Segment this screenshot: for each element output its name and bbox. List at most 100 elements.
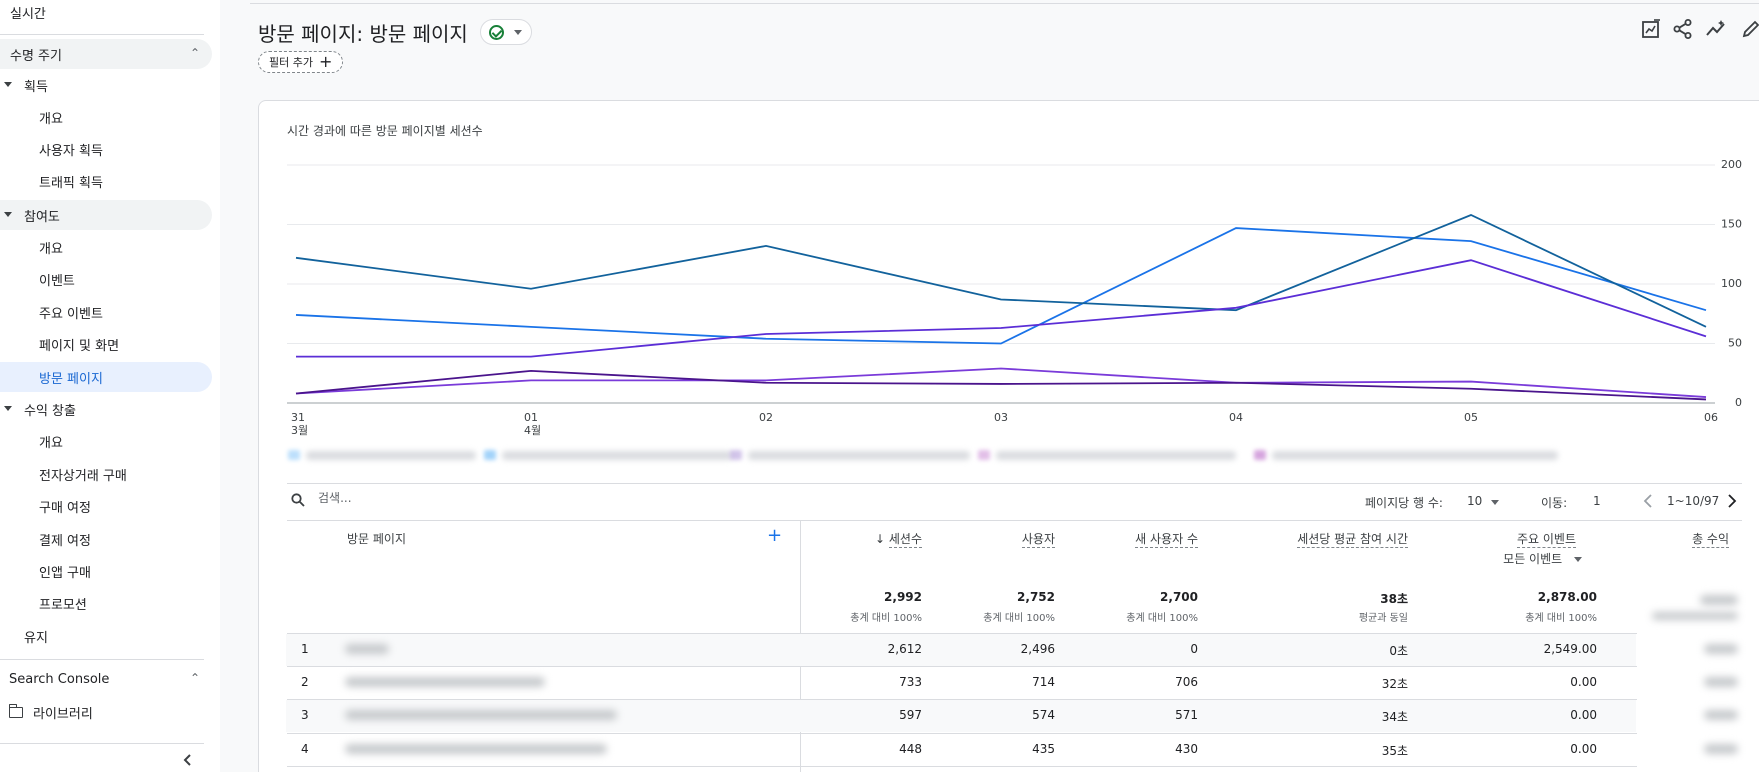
series-line-4[interactable] (295, 367, 1707, 398)
sidebar-item-pages-screens[interactable]: 페이지 및 화면 (0, 329, 212, 359)
sidebar-item-label: 사용자 획득 (39, 143, 103, 159)
sidebar-item-events[interactable]: 이벤트 (0, 264, 212, 294)
sidebar-item-acq-overview[interactable]: 개요 (0, 102, 212, 132)
column-header-label: 세션수 (888, 532, 922, 548)
sidebar-item-purchase-journey[interactable]: 구매 여정 (0, 491, 212, 521)
x-tick-sublabel: 3월 (291, 424, 308, 437)
cell-key-events: 0.00 (1570, 708, 1597, 722)
column-header-new-users[interactable]: 새 사용자 수 (1135, 530, 1198, 548)
cell-avg-engagement: 0초 (1389, 644, 1408, 658)
cell-users: 714 (1032, 675, 1055, 689)
sidebar-section-label: Search Console (9, 671, 110, 687)
collapse-sidebar-icon[interactable] (180, 752, 196, 768)
sidebar-item-library[interactable]: 라이브러리 (0, 697, 93, 727)
goto-label: 이동: (1541, 496, 1568, 510)
sidebar-item-label: 개요 (39, 111, 63, 127)
row-index: 3 (301, 708, 309, 722)
legend-swatch (484, 450, 496, 460)
redacted-landing-page[interactable] (345, 710, 617, 720)
sidebar-item-ecommerce[interactable]: 전자상거래 구매 (0, 459, 212, 489)
series-line-3[interactable] (296, 259, 1707, 358)
sidebar: 실시간 수명 주기 ⌃ 획득 개요 사용자 획득 트래픽 획득 참여도 개요 이… (0, 0, 220, 772)
comparison-chip[interactable] (480, 19, 532, 45)
add-dimension-icon[interactable]: + (767, 525, 783, 546)
chevron-up-icon: ⌃ (189, 671, 200, 685)
sidebar-group-acquisition[interactable]: 획득 (0, 70, 212, 100)
total-new-users: 2,700 (1160, 590, 1198, 604)
pencil-icon[interactable] (1740, 18, 1759, 40)
cell-avg-engagement: 35초 (1381, 744, 1408, 758)
column-header-avg-engagement[interactable]: 세션당 평균 참여 시간 (1297, 530, 1408, 548)
sidebar-item-checkout-journey[interactable]: 결제 여정 (0, 524, 212, 554)
row-divider (287, 733, 1637, 734)
chevron-left-icon[interactable] (1642, 494, 1654, 508)
legend-text (996, 451, 1236, 460)
row-index: 2 (301, 675, 309, 689)
y-axis-labels: 200 150 100 50 0 (1721, 158, 1742, 409)
sidebar-item-retention[interactable]: 유지 (0, 621, 48, 651)
row-divider (287, 633, 1637, 634)
column-header-sessions[interactable]: ↓ 세션수 (875, 530, 922, 548)
redacted-landing-page[interactable] (345, 677, 545, 687)
sidebar-group-monetization[interactable]: 수익 창출 (0, 394, 212, 424)
goto-input[interactable]: 1 (1593, 494, 1601, 508)
edit-report-icon[interactable] (1640, 18, 1662, 40)
row-index: 4 (301, 742, 309, 756)
sidebar-divider (0, 34, 204, 35)
series-line-5[interactable] (295, 369, 1707, 401)
sidebar-section-lifecycle[interactable]: 수명 주기 ⌃ (0, 39, 212, 69)
total-avg-engagement: 38초 (1380, 592, 1408, 606)
sidebar-item-realtime[interactable]: 실시간 (0, 0, 46, 24)
sidebar-item-key-events[interactable]: 주요 이벤트 (0, 297, 212, 327)
caret-down-icon (514, 30, 522, 35)
cell-sessions: 597 (899, 708, 922, 722)
sidebar-item-traffic-acquisition[interactable]: 트래픽 획득 (0, 166, 212, 196)
x-tick-label: 31 (291, 411, 305, 424)
sidebar-item-user-acquisition[interactable]: 사용자 획득 (0, 134, 212, 164)
series-line-2[interactable] (295, 213, 1707, 328)
add-filter-button[interactable]: 필터 추가 + (258, 51, 344, 73)
sidebar-item-label: 방문 페이지 (39, 371, 103, 387)
y-tick-label: 200 (1721, 158, 1742, 171)
sidebar-item-in-app[interactable]: 인앱 구매 (0, 556, 212, 586)
column-header-label: 총 수익 (1692, 532, 1729, 548)
sidebar-divider (0, 659, 204, 660)
legend-text (502, 451, 732, 460)
y-tick-label: 100 (1721, 277, 1742, 290)
column-header-key-events[interactable]: 주요 이벤트 (1516, 530, 1576, 548)
key-events-filter-select[interactable]: 모든 이벤트 (1503, 550, 1582, 567)
column-header-label: 세션당 평균 참여 시간 (1297, 532, 1408, 548)
sort-desc-icon: ↓ (875, 532, 889, 546)
redacted-landing-page[interactable] (345, 644, 389, 654)
table-row[interactable] (286, 634, 1636, 666)
sidebar-item-mon-overview[interactable]: 개요 (0, 426, 212, 456)
share-icon[interactable] (1672, 18, 1694, 40)
insights-icon[interactable] (1705, 18, 1727, 40)
series-line-1[interactable] (295, 227, 1707, 345)
column-header-total-revenue[interactable]: 총 수익 (1692, 530, 1729, 548)
cell-avg-engagement: 32초 (1381, 677, 1408, 691)
cell-new-users: 706 (1175, 675, 1198, 689)
sidebar-item-eng-overview[interactable]: 개요 (0, 232, 212, 262)
y-tick-label: 50 (1728, 337, 1742, 350)
row-divider (287, 699, 1637, 700)
column-header-users[interactable]: 사용자 (1021, 530, 1055, 548)
sidebar-section-search-console[interactable]: Search Console ⌃ (0, 664, 212, 694)
header-top-border (250, 3, 1759, 4)
sidebar-item-promotion[interactable]: 프로모션 (0, 588, 212, 618)
total-users: 2,752 (1017, 590, 1055, 604)
sidebar-item-landing-page[interactable]: 방문 페이지 (0, 362, 212, 392)
chart-legend[interactable] (288, 447, 1558, 463)
search-input[interactable] (318, 491, 618, 505)
total-users-sub: 총계 대비 100% (983, 613, 1055, 624)
sidebar-group-engagement[interactable]: 참여도 (0, 200, 212, 230)
rows-per-page-select[interactable]: 10 (1467, 494, 1483, 508)
sidebar-item-label: 프로모션 (39, 597, 87, 613)
legend-swatch (730, 450, 742, 460)
legend-text (1272, 451, 1558, 460)
column-header-landing-page[interactable]: 방문 페이지 (347, 532, 407, 546)
chevron-right-icon[interactable] (1726, 494, 1738, 508)
redacted-landing-page[interactable] (345, 744, 607, 754)
cell-key-events: 0.00 (1570, 742, 1597, 756)
legend-text (306, 451, 476, 460)
